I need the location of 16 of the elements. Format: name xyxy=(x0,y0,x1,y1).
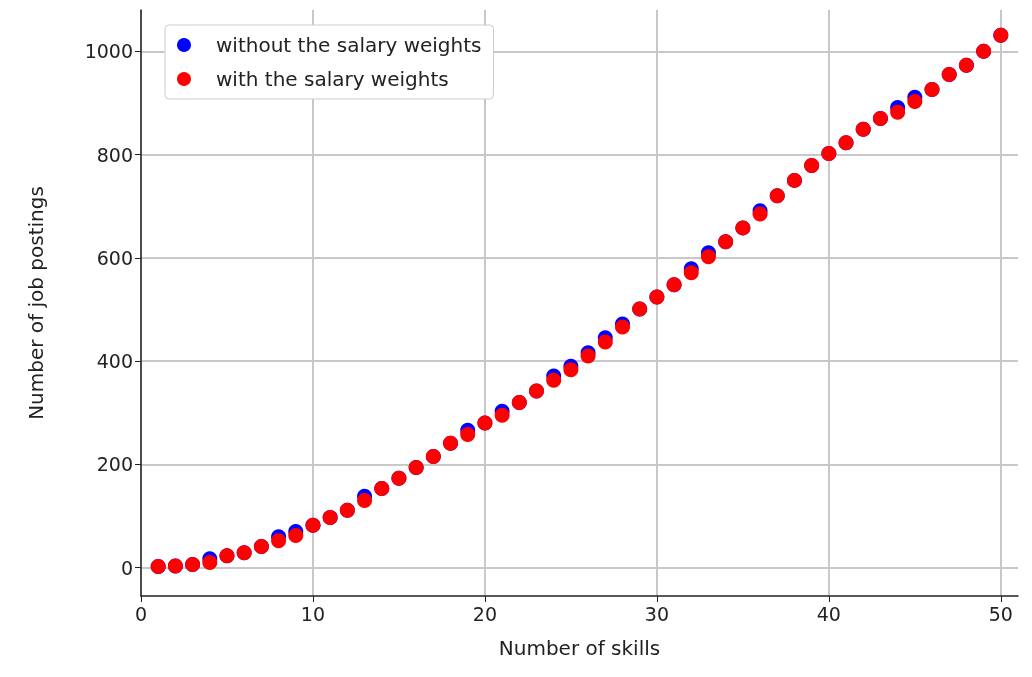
y-tick-label: 400 xyxy=(96,350,133,373)
x-tick-label: 20 xyxy=(472,602,498,625)
legend-label: without the salary weights xyxy=(216,33,482,57)
x-tick-label: 40 xyxy=(816,602,841,625)
y-tick-label: 600 xyxy=(96,246,133,269)
legend-label: with the salary weights xyxy=(216,67,449,91)
x-axis-title: Number of skills xyxy=(498,636,661,660)
y-tick-label: 0 xyxy=(120,556,133,579)
x-tick-label: 30 xyxy=(644,602,669,625)
x-tick-label: 50 xyxy=(988,602,1013,625)
x-tick-label: 10 xyxy=(300,602,326,625)
x-tick-label: 0 xyxy=(134,602,148,625)
y-tick-label: 200 xyxy=(96,453,133,476)
y-axis-title: Number of job postings xyxy=(24,186,48,420)
y-tick-label: 800 xyxy=(96,143,133,166)
y-tick-label: 1000 xyxy=(84,40,133,63)
